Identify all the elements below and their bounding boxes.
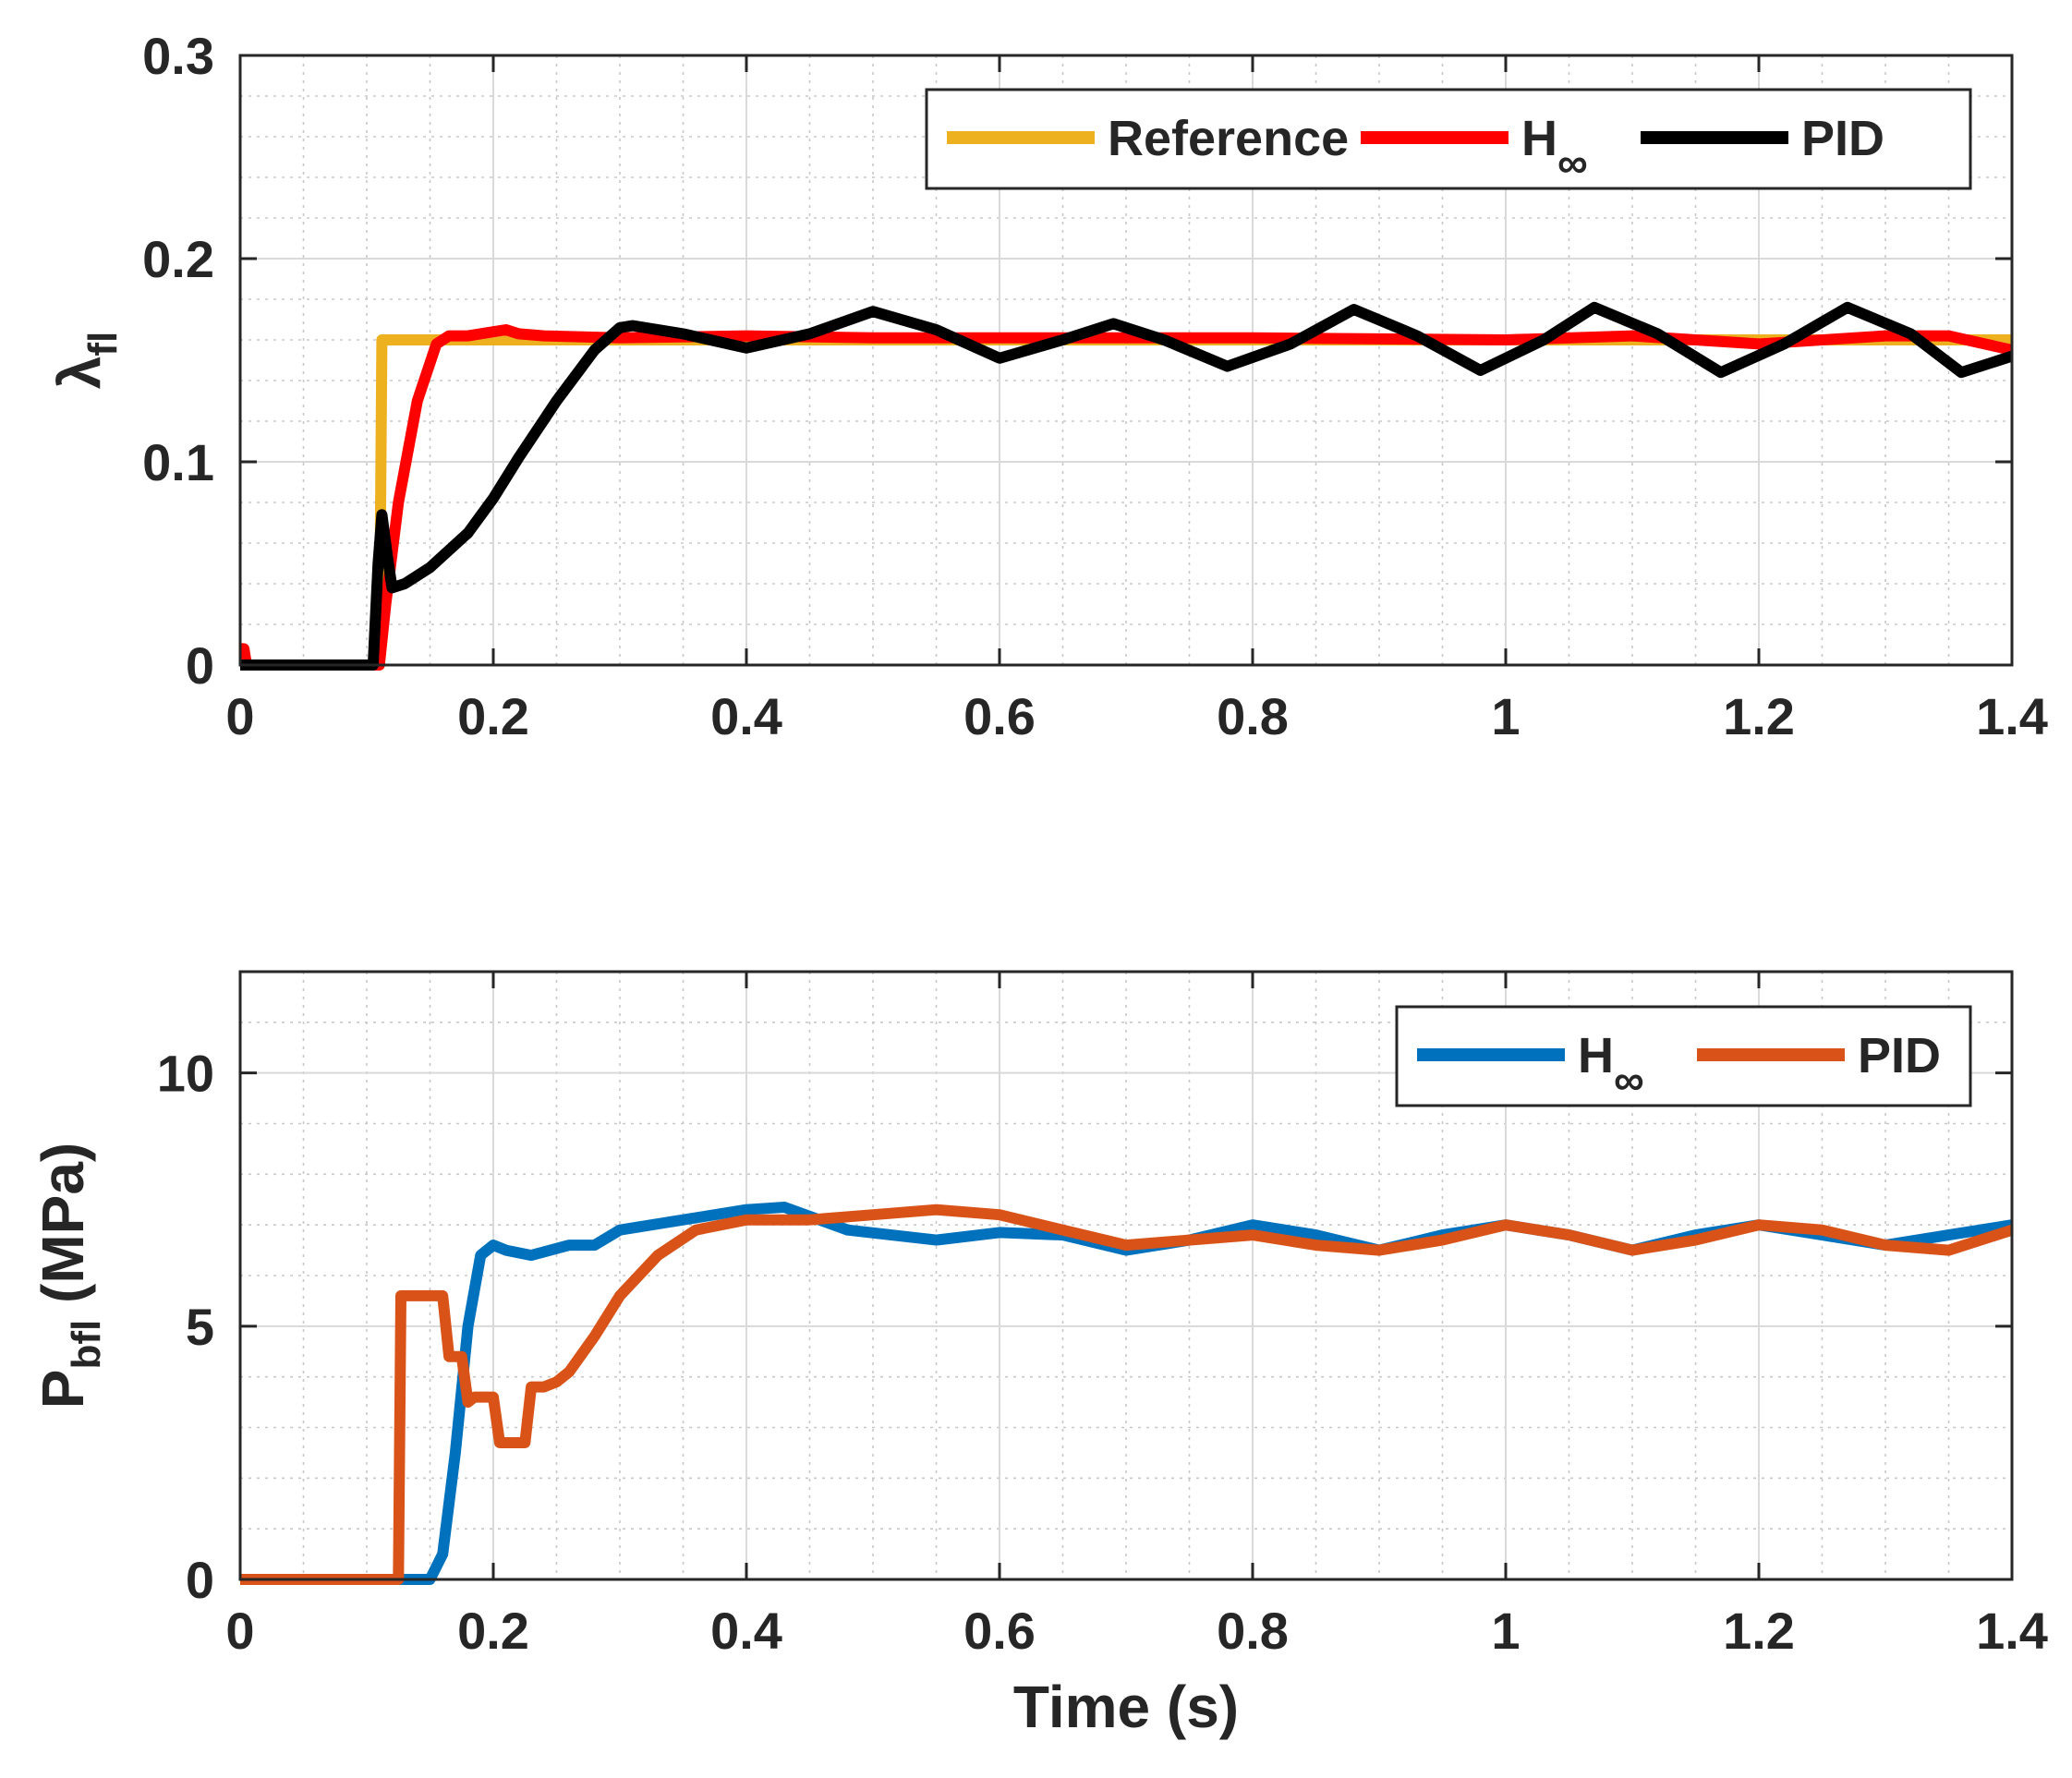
y-tick-label: 0.2 [142,230,214,288]
x-tick-label: 0.2 [457,1602,529,1660]
x-tick-label: 0.8 [1217,1602,1289,1660]
y-axis-title: λfl [46,332,126,389]
x-tick-label: 0 [225,687,254,745]
y-tick-label: 0.1 [142,433,214,491]
x-tick-label: 1 [1491,687,1520,745]
axes-frame [238,970,2014,1581]
legend-label-h-inf: H∞ [1578,1028,1644,1104]
y-axis-title: Pbfl (MPa) [30,1143,109,1409]
legend-label-subscript: ∞ [1614,1056,1644,1104]
x-tick-label: 0.8 [1217,687,1289,745]
chart-1: 0 0.2 0.4 0.6 0.8 1 1.2 1.4 0 0.1 0.2 0.3 λfl Referen… [46,27,2048,745]
x-tick-label: 0.6 [963,687,1036,745]
x-tick-label: 1.4 [1976,687,2048,745]
x-tick-label: 0.4 [710,1602,782,1660]
legend-label-main: H [1521,111,1557,166]
legend-label-main: Reference [1108,111,1349,166]
y-tick-label: 10 [157,1045,214,1103]
y-axis-label-unit: (MPa) [30,1143,96,1320]
legend-label-subscript: ∞ [1557,139,1588,187]
legend-label-main: PID [1858,1028,1941,1083]
legend-label-pid: PID [1801,111,1884,166]
legend-label-pid: PID [1858,1028,1941,1083]
y-tick-label: 0 [186,1551,214,1609]
x-tick-label: 0.6 [963,1602,1036,1660]
y-axis-label: λfl [46,332,126,389]
series-line-h-inf [240,324,2012,671]
y-axis-label-subscript: bfl [64,1320,109,1370]
x-tick-label: 1.2 [1723,687,1795,745]
axes-frame [238,54,2014,667]
x-tick-label: 1 [1491,1602,1520,1660]
x-tick-label: 0.2 [457,687,529,745]
chart-2: 0 0.2 0.4 0.6 0.8 1 1.2 1.4 0 5 10 Pbfl (MPa) Time (… [30,970,2048,1740]
legend-label-reference: Reference [1108,111,1349,166]
x-tick-label: 0 [225,1602,254,1660]
y-axis-label-main: P [30,1370,96,1409]
y-axis-label-subscript: fl [80,332,126,357]
series-line-pid [240,301,2012,671]
x-axis-label: Time (s) [1013,1674,1239,1740]
legend-label-main: PID [1801,111,1884,166]
x-tick-label: 1.2 [1723,1602,1795,1660]
legend-label-h-inf: H∞ [1521,111,1588,187]
y-tick-label: 0 [186,636,214,695]
legend: Reference H∞ PID [925,88,1972,190]
legend-label-main: H [1578,1028,1614,1083]
series-line-pid [240,1203,2012,1585]
y-axis-label: Pbfl (MPa) [30,1143,109,1409]
legend: H∞ PID [1395,1005,1972,1107]
y-tick-label: 0.3 [142,27,214,85]
x-tick-label: 1.4 [1976,1602,2048,1660]
x-tick-label: 0.4 [710,687,782,745]
y-axis-label-main: λ [46,357,113,390]
y-tick-label: 5 [186,1298,214,1356]
